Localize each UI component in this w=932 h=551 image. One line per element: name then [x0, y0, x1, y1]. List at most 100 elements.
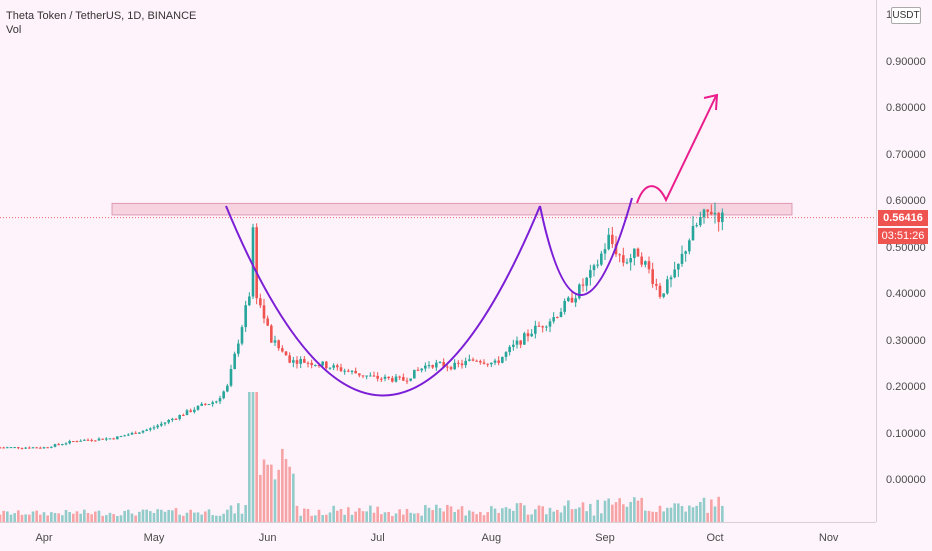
volume-bar [28, 514, 31, 522]
candle-body [706, 209, 709, 212]
candle-body [680, 253, 684, 264]
chart-canvas[interactable] [0, 0, 876, 522]
candle-body [299, 359, 302, 364]
candle-body [545, 326, 548, 328]
candle-body [486, 363, 489, 365]
symbol-label[interactable]: Theta Token / TetherUS, 1D, BINANCE [6, 10, 197, 22]
volume-bar [79, 513, 82, 522]
volume-bar [416, 513, 420, 522]
volume-bar [468, 510, 471, 522]
volume-bar [204, 511, 207, 522]
candle-body [325, 361, 328, 369]
volume-bar [559, 512, 563, 522]
volume-bar [123, 510, 126, 522]
candle-body [460, 363, 464, 366]
time-tick-label: Nov [818, 532, 839, 544]
volume-bar [50, 512, 53, 522]
volume-bar [185, 512, 189, 522]
volume-bar [244, 505, 247, 522]
candle-body [420, 368, 423, 371]
volume-bar [482, 515, 486, 522]
volume-bar [281, 448, 284, 522]
cup-curve [225, 205, 541, 397]
candle-body [116, 436, 119, 440]
price-tick-label: 0.60000 [886, 195, 926, 207]
volume-bar [259, 474, 262, 522]
candle-body [255, 227, 258, 299]
candle-body [567, 297, 570, 301]
volume-bar [695, 505, 698, 522]
volume-bar [369, 505, 372, 522]
volume-bar [266, 464, 269, 522]
volume-bar [31, 511, 35, 522]
volume-bar [86, 512, 90, 522]
volume-bar [669, 507, 673, 522]
volume-bar [622, 504, 625, 522]
volume-bar [501, 508, 504, 522]
candle-body [20, 448, 24, 450]
volume-bar [178, 514, 181, 522]
volume-bar [61, 515, 64, 522]
chart-plot[interactable] [0, 0, 876, 522]
volume-bar [479, 511, 482, 522]
candle-body [127, 434, 130, 436]
volume-bar [189, 509, 192, 522]
candle-body [358, 373, 361, 376]
candle-body [273, 340, 277, 343]
candle-body [112, 438, 115, 440]
candle-body [2, 447, 5, 449]
volume-bar [453, 512, 456, 522]
candle-body [394, 376, 398, 382]
volume-bar [347, 507, 350, 522]
volume-bar [585, 511, 588, 522]
candle-body [160, 423, 163, 426]
volume-bar [541, 506, 544, 522]
volume-bar [306, 508, 310, 522]
volume-bar [457, 509, 460, 522]
volume-bar [130, 513, 134, 522]
volume-bar [152, 512, 156, 522]
volume-bar [24, 514, 27, 522]
volume-bar [640, 497, 643, 522]
candle-body [262, 305, 266, 319]
volume-bar [248, 392, 251, 522]
candle-body [17, 447, 20, 449]
candle-body [416, 369, 420, 371]
unit-badge[interactable]: USDT [891, 7, 921, 24]
time-tick-label: Oct [706, 532, 724, 544]
volume-bar [413, 513, 416, 522]
volume-bar [321, 515, 324, 522]
volume-bar [574, 508, 577, 522]
candle-body [292, 360, 295, 363]
volume-bar [699, 502, 702, 522]
time-tick-label: Sep [595, 532, 615, 544]
volume-bar [611, 504, 614, 522]
candle-body [662, 293, 665, 297]
candle-body [519, 340, 522, 345]
volume-bar [596, 499, 599, 522]
volume-bar [20, 514, 24, 522]
candle-body [46, 447, 49, 449]
candle-body [251, 227, 255, 297]
candle-body [482, 362, 486, 364]
volume-bar [552, 511, 555, 522]
price-tick-label: 0.50000 [886, 241, 926, 254]
volume-bar [13, 513, 16, 522]
candle-body [475, 360, 478, 362]
volume-bar [226, 509, 229, 522]
candle-body [669, 277, 673, 280]
volume-bar [475, 514, 478, 522]
candle-body [303, 359, 306, 363]
time-axis[interactable]: Apr May Jun Jul Aug Sep Oct Nov [0, 522, 876, 551]
volume-bar [141, 509, 145, 522]
candle-body [592, 265, 596, 271]
candle-body [409, 378, 412, 381]
volume-bar [35, 510, 38, 522]
volume-bar [215, 515, 218, 522]
volume-bar [343, 514, 346, 522]
volume-bar [200, 514, 203, 522]
price-axis[interactable]: 0.90000 0.80000 0.70000 0.60000 0.50000 0.400… [876, 0, 932, 522]
candle-body [629, 258, 632, 263]
candle-body [405, 380, 409, 382]
candle-body [295, 360, 299, 364]
